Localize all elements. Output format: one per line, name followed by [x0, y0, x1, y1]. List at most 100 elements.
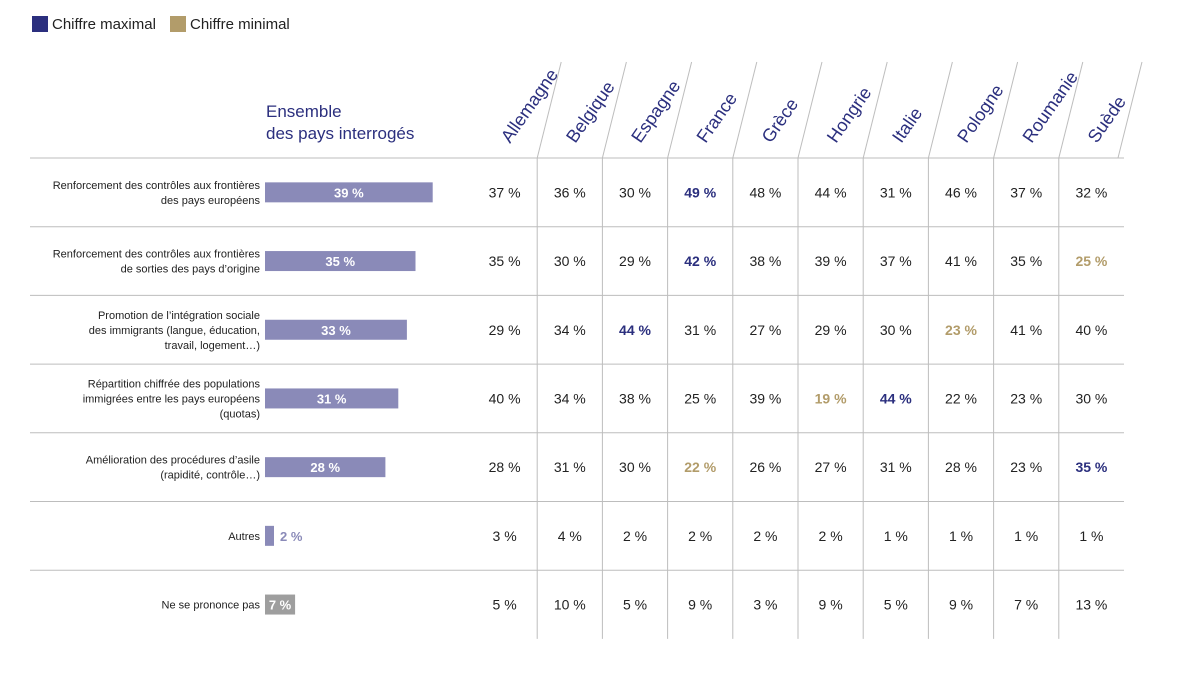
cell-espagne: 29 % [619, 253, 651, 269]
cell-hongrie: 44 % [815, 184, 847, 200]
cell-allemagne: 3 % [493, 528, 517, 544]
cell-espagne: 30 % [619, 459, 651, 475]
cell-belgique: 10 % [554, 597, 586, 613]
cell-belgique: 34 % [554, 390, 586, 406]
cell-roumanie: 1 % [1014, 528, 1038, 544]
cell-france: 42 % [684, 253, 716, 269]
cell-grece: 39 % [749, 390, 781, 406]
table-row: Promotion de l’intégration sociale des im… [89, 310, 1108, 352]
table-grid [30, 61, 1143, 639]
cell-italie: 37 % [880, 253, 912, 269]
overall-bar [265, 319, 407, 340]
row-label-line: des immigrants (langue, éducation, [89, 325, 260, 337]
row-label-line: de sorties des pays d’origine [121, 264, 260, 276]
header-divider [601, 61, 627, 159]
cell-pologne: 1 % [949, 528, 973, 544]
header-divider [797, 61, 823, 159]
cell-belgique: 30 % [554, 253, 586, 269]
cell-italie: 31 % [880, 459, 912, 475]
overall-header-line1: Ensemble [266, 102, 342, 121]
cell-hongrie: 27 % [815, 459, 847, 475]
cell-allemagne: 28 % [489, 459, 521, 475]
cell-espagne: 30 % [619, 184, 651, 200]
cell-italie: 1 % [884, 528, 908, 544]
cell-pologne: 28 % [945, 459, 977, 475]
cell-roumanie: 7 % [1014, 597, 1038, 613]
cell-france: 25 % [684, 390, 716, 406]
cell-hongrie: 39 % [815, 253, 847, 269]
cell-roumanie: 41 % [1010, 322, 1042, 338]
overall-header-line2: des pays interrogés [266, 124, 414, 143]
overall-bar-label: 2 % [280, 529, 303, 544]
row-label-line: des pays européens [161, 195, 261, 207]
country-header-grece: Grèce [758, 95, 803, 147]
country-header-france: France [692, 89, 741, 146]
cell-roumanie: 23 % [1010, 459, 1042, 475]
cell-allemagne: 35 % [489, 253, 521, 269]
cell-espagne: 5 % [623, 597, 647, 613]
overall-bar [265, 525, 274, 546]
header-divider [667, 61, 693, 159]
overall-bar [265, 594, 296, 615]
header-divider [862, 61, 888, 159]
cell-allemagne: 5 % [493, 597, 517, 613]
cell-france: 22 % [684, 459, 716, 475]
cell-grece: 27 % [749, 322, 781, 338]
table-row: Répartition chiffrée des populations immi… [83, 378, 1108, 420]
legend-max-label: Chiffre maximal [52, 16, 156, 33]
legend-min-label: Chiffre minimal [190, 16, 290, 33]
overall-bar-label: 7 % [269, 598, 292, 613]
cell-suede: 25 % [1075, 253, 1107, 269]
header-divider [993, 61, 1019, 159]
overall-bar [265, 251, 416, 272]
cell-belgique: 31 % [554, 459, 586, 475]
overall-bar-label: 33 % [321, 323, 351, 338]
row-label-line: travail, logement…) [165, 340, 260, 352]
cell-italie: 5 % [884, 597, 908, 613]
cell-grece: 38 % [749, 253, 781, 269]
overall-header: Ensemble des pays interrogés [266, 102, 414, 143]
row-label-line: (quotas) [220, 408, 260, 420]
cell-grece: 26 % [749, 459, 781, 475]
cell-hongrie: 2 % [819, 528, 843, 544]
cell-pologne: 23 % [945, 322, 977, 338]
overall-bar-label: 35 % [325, 254, 355, 269]
row-label-line: Ne se prononce pas [162, 600, 261, 612]
row-label-line: Promotion de l’intégration sociale [98, 310, 260, 322]
row-label-line: Renforcement des contrôles aux frontière… [53, 180, 261, 192]
overall-bar [265, 388, 399, 409]
row-label-line: Renforcement des contrôles aux frontière… [53, 249, 261, 261]
cell-suede: 30 % [1075, 390, 1107, 406]
cell-pologne: 9 % [949, 597, 973, 613]
table-row: Ne se prononce pas 7 % 5 % 10 % 5 % 9 % 3 % 9 %… [162, 594, 1107, 615]
cell-italie: 30 % [880, 322, 912, 338]
overall-bar-label: 31 % [317, 391, 347, 406]
cell-suede: 35 % [1075, 459, 1107, 475]
cell-grece: 3 % [753, 597, 777, 613]
header-divider [927, 61, 953, 159]
legend-min-swatch [170, 16, 186, 32]
header-divider [732, 61, 758, 159]
overall-bar [265, 182, 433, 203]
legend: Chiffre maximal Chiffre minimal [32, 16, 290, 33]
cell-italie: 44 % [880, 390, 912, 406]
cell-belgique: 34 % [554, 322, 586, 338]
cell-roumanie: 23 % [1010, 390, 1042, 406]
cell-espagne: 44 % [619, 322, 651, 338]
cell-belgique: 4 % [558, 528, 582, 544]
country-header-allemagne: Allemagne [497, 65, 562, 146]
country-header-roumanie: Roumanie [1018, 68, 1081, 147]
cell-france: 2 % [688, 528, 712, 544]
country-header-belgique: Belgique [562, 77, 619, 146]
cell-suede: 13 % [1075, 597, 1107, 613]
cell-hongrie: 29 % [815, 322, 847, 338]
cell-roumanie: 37 % [1010, 184, 1042, 200]
row-label-line: Amélioration des procédures d’asile [86, 455, 260, 467]
legend-max-swatch [32, 16, 48, 32]
table-row: Amélioration des procédures d’asile (rapi… [86, 455, 1108, 482]
header-divider [1117, 61, 1143, 159]
cell-belgique: 36 % [554, 184, 586, 200]
country-header-espagne: Espagne [627, 77, 684, 147]
table-row: Renforcement des contrôles aux frontière… [53, 249, 1108, 276]
